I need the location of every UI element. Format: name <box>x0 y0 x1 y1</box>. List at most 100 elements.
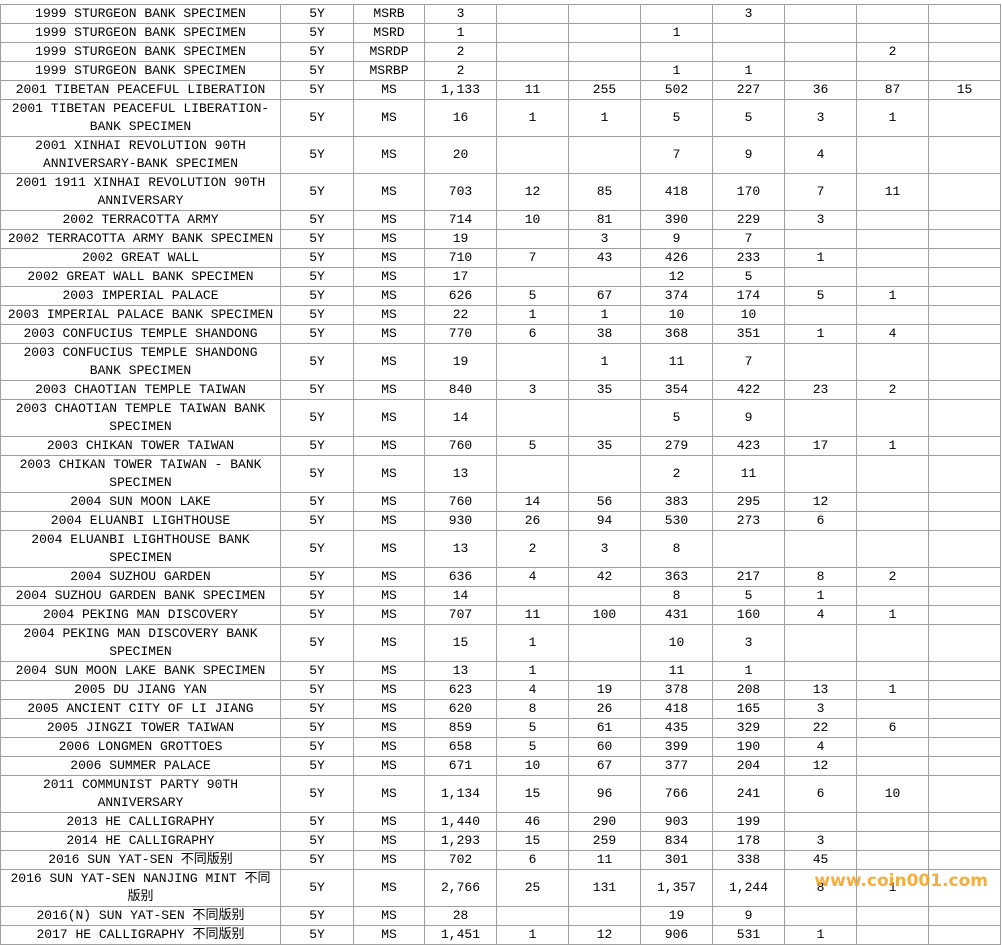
table-cell: 2 <box>856 42 929 62</box>
table-cell: 11 <box>568 850 641 870</box>
table-cell: 5Y <box>280 4 354 24</box>
table-cell <box>784 812 857 832</box>
table-cell: 5Y <box>280 906 354 926</box>
table-row: 1999 STURGEON BANK SPECIMEN 5Y MSRD 1 1 <box>0 23 1001 43</box>
table-cell: 5Y <box>280 511 354 531</box>
table-cell: 19 <box>424 229 497 249</box>
coin-name-cell: 2003 CHIKAN TOWER TAIWAN - BANK SPECIMEN <box>0 455 281 493</box>
table-cell <box>928 343 1001 381</box>
table-cell <box>928 436 1001 456</box>
table-cell: 279 <box>640 436 713 456</box>
table-cell: 620 <box>424 699 497 719</box>
table-cell: MS <box>353 492 425 512</box>
table-cell: 378 <box>640 680 713 700</box>
table-cell: 11 <box>496 605 569 625</box>
table-cell: 1 <box>712 661 785 681</box>
table-cell: 5Y <box>280 324 354 344</box>
table-cell: 377 <box>640 756 713 776</box>
table-row: 2005 JINGZI TOWER TAIWAN 5Y MS 859 5 61 435 329… <box>0 718 1001 738</box>
table-cell <box>856 530 929 568</box>
table-cell: 100 <box>568 605 641 625</box>
table-cell: 2 <box>856 380 929 400</box>
table-cell: 17 <box>784 436 857 456</box>
table-cell <box>928 61 1001 81</box>
table-cell: 1 <box>856 869 929 907</box>
table-cell: 418 <box>640 173 713 211</box>
coin-name-cell: 2004 ELUANBI LIGHTHOUSE BANK SPECIMEN <box>0 530 281 568</box>
table-cell <box>928 850 1001 870</box>
table-cell: 1 <box>784 248 857 268</box>
table-cell <box>928 399 1001 437</box>
table-cell: 423 <box>712 436 785 456</box>
table-cell: 840 <box>424 380 497 400</box>
table-cell <box>928 661 1001 681</box>
table-cell: MS <box>353 436 425 456</box>
coin-name-cell: 2004 PEKING MAN DISCOVERY <box>0 605 281 625</box>
coin-name-cell: 2011 COMMUNIST PARTY 90TH ANNIVERSARY <box>0 775 281 813</box>
table-row: 2004 PEKING MAN DISCOVERY 5Y MS 707 11 100 431… <box>0 605 1001 625</box>
table-cell <box>496 906 569 926</box>
table-row: 2006 SUMMER PALACE 5Y MS 671 10 67 377 204 12 <box>0 756 1001 776</box>
table-cell <box>928 136 1001 174</box>
coin-name-cell: 2016 SUN YAT-SEN NANJING MINT 不同版别 <box>0 869 281 907</box>
table-cell: 418 <box>640 699 713 719</box>
table-cell <box>496 343 569 381</box>
table-cell: 2 <box>424 42 497 62</box>
table-cell <box>928 530 1001 568</box>
table-cell: 13 <box>784 680 857 700</box>
table-cell: 3 <box>568 229 641 249</box>
table-cell <box>928 511 1001 531</box>
coin-name-cell: 1999 STURGEON BANK SPECIMEN <box>0 42 281 62</box>
table-row: 2004 ELUANBI LIGHTHOUSE BANK SPECIMEN 5Y M… <box>0 530 1001 568</box>
table-cell: MS <box>353 680 425 700</box>
table-row: 2016(N) SUN YAT-SEN 不同版别 5Y MS 28 19 9 <box>0 906 1001 926</box>
table-cell: MS <box>353 906 425 926</box>
table-cell <box>784 530 857 568</box>
table-cell: 1 <box>856 680 929 700</box>
coin-name-cell: 2003 CHAOTIAN TEMPLE TAIWAN <box>0 380 281 400</box>
table-cell: 67 <box>568 286 641 306</box>
table-cell: 399 <box>640 737 713 757</box>
table-cell <box>928 173 1001 211</box>
table-cell <box>496 399 569 437</box>
table-cell: MS <box>353 324 425 344</box>
table-cell: 5Y <box>280 229 354 249</box>
table-cell: 1,451 <box>424 925 497 945</box>
table-cell: 3 <box>712 624 785 662</box>
table-cell: 1,357 <box>640 869 713 907</box>
table-cell: 4 <box>496 567 569 587</box>
table-cell: 7 <box>784 173 857 211</box>
table-row: 2003 CHAOTIAN TEMPLE TAIWAN 5Y MS 840 3 35 354… <box>0 380 1001 400</box>
coin-name-cell: 2001 TIBETAN PEACEFUL LIBERATION <box>0 80 281 100</box>
table-cell: 5Y <box>280 42 354 62</box>
table-cell <box>928 756 1001 776</box>
table-cell: MS <box>353 80 425 100</box>
table-cell <box>928 624 1001 662</box>
coin-name-cell: 2004 SUZHOU GARDEN <box>0 567 281 587</box>
table-cell: 19 <box>424 343 497 381</box>
table-cell: 5Y <box>280 605 354 625</box>
table-cell: 1 <box>496 624 569 662</box>
table-cell <box>496 61 569 81</box>
table-cell: MS <box>353 718 425 738</box>
table-cell: 702 <box>424 850 497 870</box>
table-cell: 8 <box>496 699 569 719</box>
table-row: 2006 LONGMEN GROTTOES 5Y MS 658 5 60 399 190 4 <box>0 737 1001 757</box>
table-cell: 26 <box>568 699 641 719</box>
table-cell: 1 <box>496 99 569 137</box>
table-cell: 208 <box>712 680 785 700</box>
coin-name-cell: 2016(N) SUN YAT-SEN 不同版别 <box>0 906 281 926</box>
table-cell <box>928 831 1001 851</box>
table-cell: 35 <box>568 436 641 456</box>
coin-name-cell: 2016 SUN YAT-SEN 不同版别 <box>0 850 281 870</box>
table-cell: MS <box>353 343 425 381</box>
table-cell <box>856 455 929 493</box>
table-cell: 5Y <box>280 699 354 719</box>
table-cell: 131 <box>568 869 641 907</box>
table-cell: 5Y <box>280 380 354 400</box>
table-cell: 1 <box>424 23 497 43</box>
table-cell <box>568 906 641 926</box>
table-row: 1999 STURGEON BANK SPECIMEN 5Y MSRB 3 3 <box>0 4 1001 24</box>
table-cell: 9 <box>712 136 785 174</box>
coin-name-cell: 2005 ANCIENT CITY OF LI JIANG <box>0 699 281 719</box>
